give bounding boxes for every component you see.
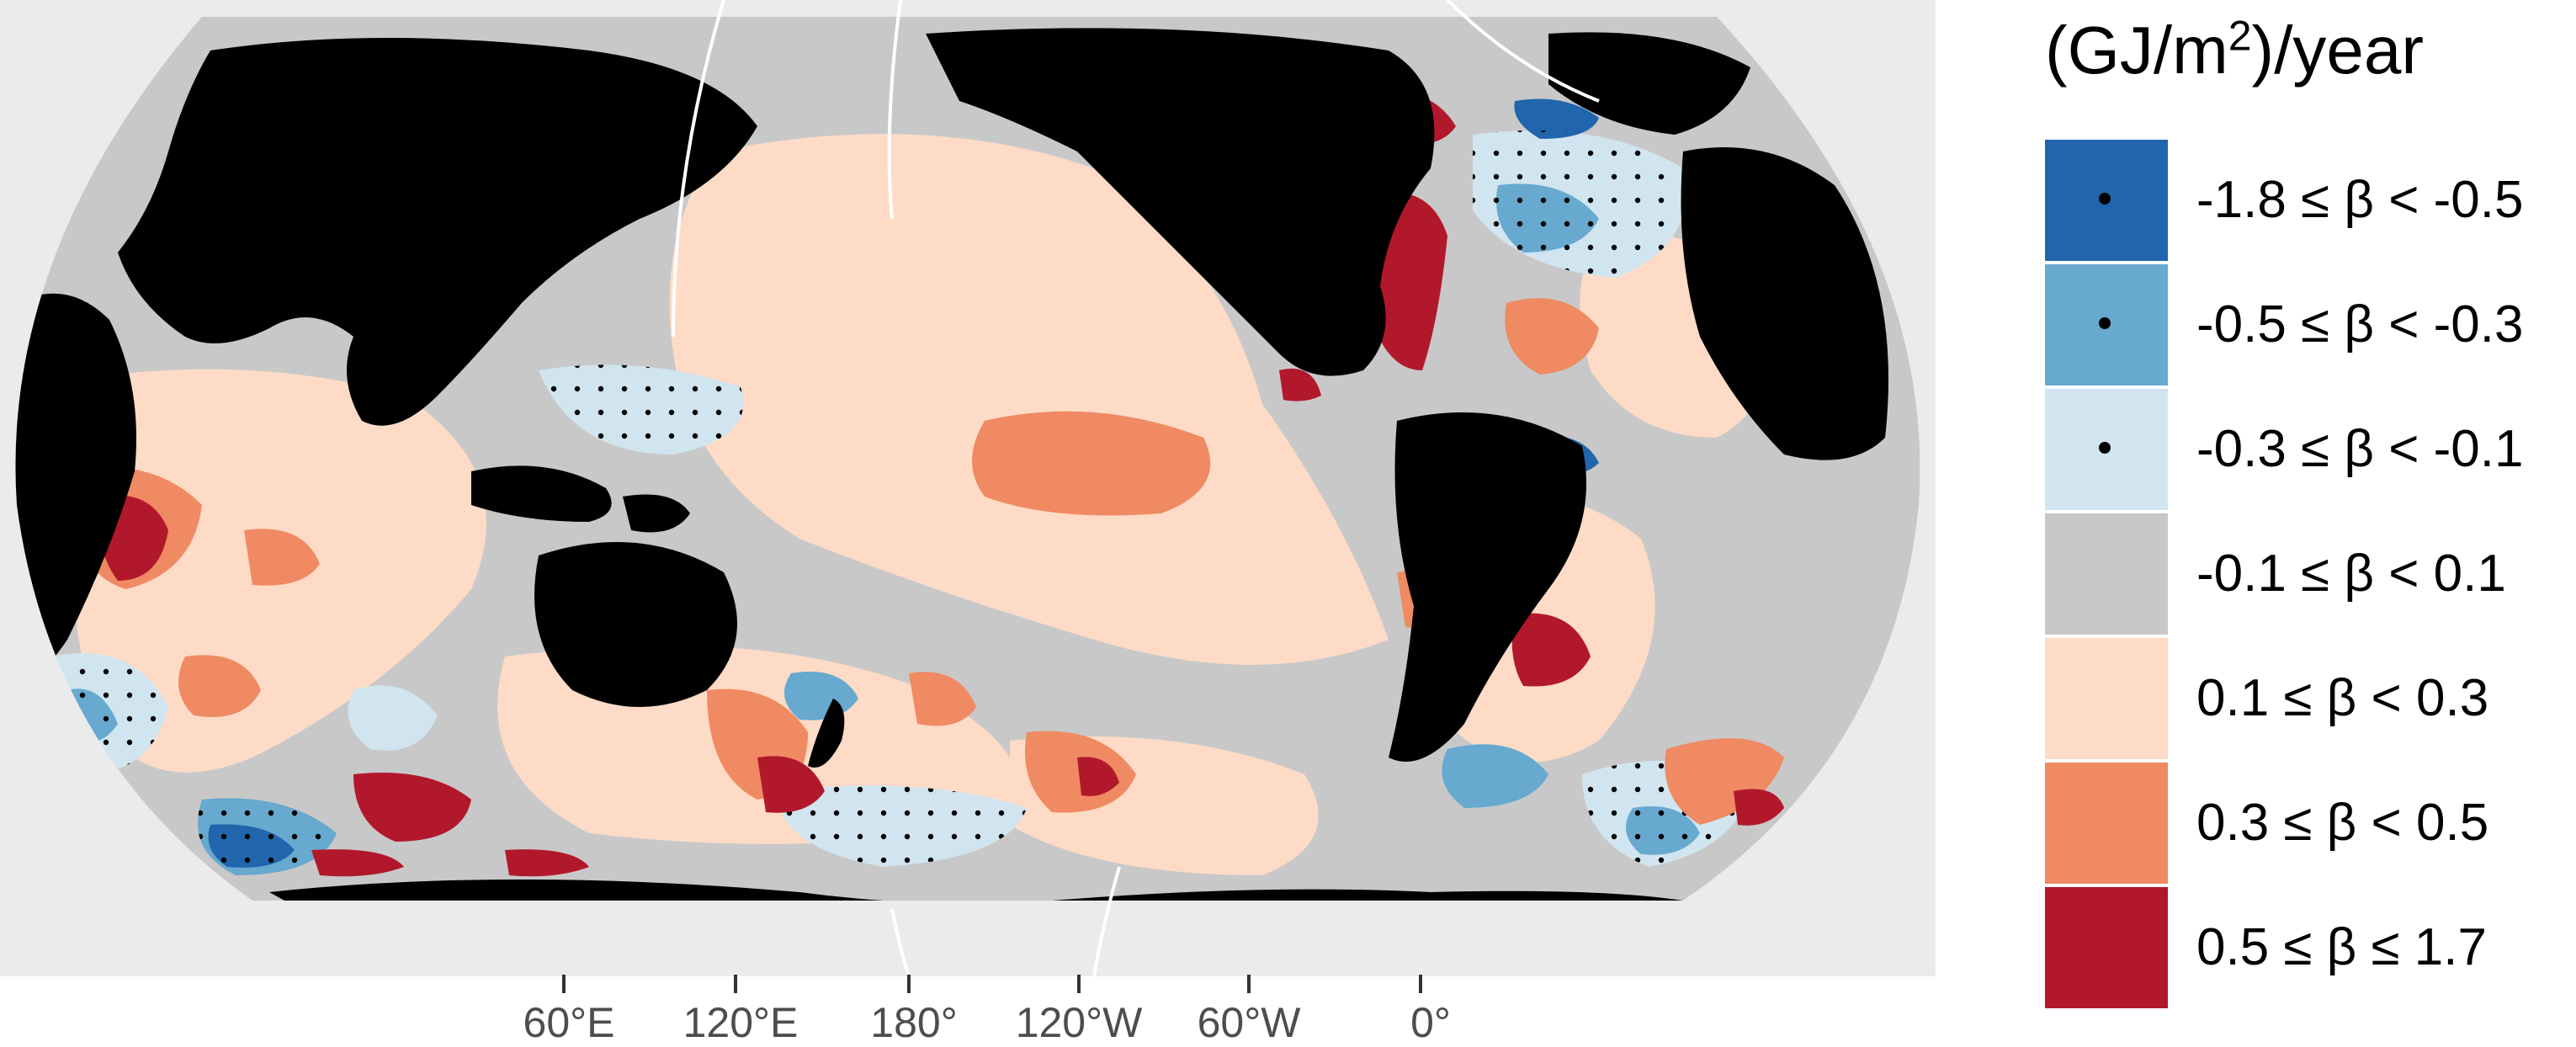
stipple-overlay [49, 130, 1750, 875]
legend-title: (GJ/m2)/year [2045, 12, 2425, 88]
legend-swatch-2 [2045, 264, 2168, 385]
x-tick-0: 0° [1410, 999, 1451, 1046]
legend-label-3: -0.3 ≤ β < -0.1 [2196, 420, 2524, 478]
legend-label-7: 0.5 ≤ β ≤ 1.7 [2196, 918, 2487, 976]
north-america-land [926, 28, 1435, 376]
asia-land [118, 38, 757, 426]
greenland-land [1548, 32, 1750, 136]
stipple-dot-icon [2099, 193, 2111, 205]
legend-swatch-7 [2045, 887, 2168, 1008]
legend-label-6: 0.3 ≤ β < 0.5 [2196, 794, 2489, 852]
south-america-land [1389, 412, 1586, 762]
world-map [0, 0, 1936, 977]
legend-label-4: -0.1 ≤ β < 0.1 [2196, 545, 2506, 603]
x-tick-60e: 60°E [523, 999, 615, 1046]
legend-swatch-5 [2045, 638, 2168, 759]
x-axis-ticks [562, 975, 1422, 993]
legend-swatch-6 [2045, 763, 2168, 884]
graticule [672, 0, 1600, 977]
legend-label-5: 0.1 ≤ β < 0.3 [2196, 669, 2489, 727]
legend-swatch-4 [2045, 513, 2168, 635]
australia-land [534, 542, 737, 707]
land [15, 28, 1888, 901]
x-tick-60w: 60°W [1197, 999, 1301, 1046]
europe-africa-land [1681, 147, 1888, 460]
africa-land [15, 293, 136, 678]
legend-swatch-1 [2045, 140, 2168, 261]
x-tick-180: 180° [870, 999, 958, 1046]
legend-label-1: -1.8 ≤ β < -0.5 [2196, 171, 2524, 229]
x-tick-120w: 120°W [1015, 999, 1143, 1046]
indonesia-land [471, 465, 612, 522]
x-tick-120e: 120°E [683, 999, 799, 1046]
legend: (GJ/m2)/year -1.8 ≤ β < -0.5 -0.5 ≤ β < … [2037, 0, 2575, 1044]
stipple-dot-icon [2099, 317, 2111, 329]
legend-label-2: -0.5 ≤ β < -0.3 [2196, 295, 2524, 353]
stipple-dot-icon [2099, 442, 2111, 454]
map-panel: 60°E 120°E 180° 120°W 60°W 0° [0, 0, 1936, 1046]
new-zealand-land [808, 699, 845, 768]
legend-swatch-3 [2045, 389, 2168, 510]
